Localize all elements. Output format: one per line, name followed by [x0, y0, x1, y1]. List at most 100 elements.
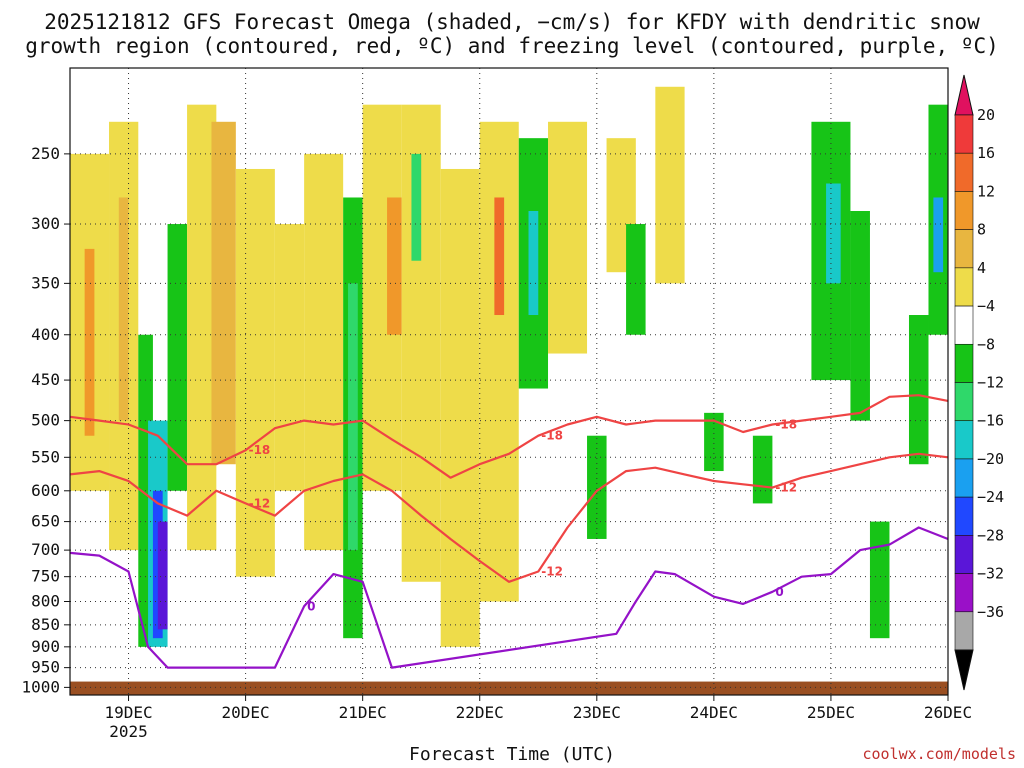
- x-tick-label-19DEC: 19DEC: [104, 703, 152, 722]
- contour-label-0-1: -18: [541, 429, 563, 443]
- colorbar-swatch-6: [954, 343, 974, 383]
- omega-cell-7: [157, 521, 168, 630]
- omega-cell-38: [933, 197, 944, 273]
- colorbar-top-triangle: [954, 74, 974, 116]
- colorbar-swatch-13: [954, 611, 974, 651]
- colorbar-label-5: −4: [977, 297, 995, 315]
- colorbar-swatch-9: [954, 458, 974, 498]
- contour-layer: -18 -18 -18 -12 -12 -12 0 0: [69, 394, 949, 669]
- omega-cell-19: [411, 153, 422, 261]
- omega-cell-33: [826, 183, 841, 284]
- colorbar: 20 16 12 8 4 −4 −8 −12 −16 −20 −24 −28 −32 −36: [954, 74, 1004, 691]
- x-tick-label-20DEC: 20DEC: [222, 703, 270, 722]
- y-tick-label-300: 300: [31, 214, 60, 233]
- x-tick-label-25DEC: 25DEC: [807, 703, 855, 722]
- y-tick-label-450: 450: [31, 370, 60, 389]
- omega-cell-31: [752, 435, 773, 504]
- omega-cell-13: [304, 153, 344, 551]
- omega-cell-17: [387, 197, 402, 335]
- contour-line-0: [69, 394, 949, 479]
- y-tick-label-550: 550: [31, 447, 60, 466]
- colorbar-label-0: 20: [977, 106, 995, 124]
- x-axis-label: Forecast Time (UTC): [409, 744, 615, 765]
- omega-cell-20: [440, 168, 480, 647]
- colorbar-label-8: −16: [977, 412, 1004, 430]
- axes-layer: 250 300 350 400 450 500 550 600 650 700 750 800 850 9…: [21, 67, 972, 741]
- terrain-fill: [70, 681, 948, 695]
- omega-cell-8: [167, 224, 188, 491]
- omega-cell-28: [626, 224, 646, 335]
- contour-label-0-0: -18: [249, 443, 271, 457]
- y-tick-label-1000: 1000: [21, 677, 60, 696]
- colorbar-swatch-7: [954, 382, 974, 422]
- y-tick-label-350: 350: [31, 273, 60, 292]
- contour-label-2-0: 0: [307, 599, 315, 613]
- colorbar-swatch-1: [954, 152, 974, 192]
- omega-cell-29: [655, 86, 685, 284]
- colorbar-swatch-8: [954, 420, 974, 460]
- colorbar-swatch-2: [954, 191, 974, 230]
- y-tick-label-750: 750: [31, 567, 60, 586]
- x-tick-label-24DEC: 24DEC: [690, 703, 738, 722]
- x-tick-label-21DEC: 21DEC: [339, 703, 387, 722]
- x-tick-label-22DEC: 22DEC: [456, 703, 504, 722]
- y-tick-label-600: 600: [31, 481, 60, 500]
- colorbar-swatch-5: [954, 305, 974, 345]
- plot-frame: [69, 67, 949, 696]
- omega-cell-3: [118, 197, 129, 421]
- chart-title-line-1: 2025121812 GFS Forecast Omega (shaded, −…: [44, 10, 980, 34]
- colorbar-swatch-12: [954, 573, 974, 613]
- colorbar-swatch-11: [954, 535, 974, 574]
- omega-cell-35: [869, 521, 890, 639]
- colorbar-label-9: −20: [977, 450, 1004, 468]
- x-tick-label-23DEC: 23DEC: [573, 703, 621, 722]
- y-tick-label-950: 950: [31, 658, 60, 677]
- x-tick-year-label: 2025: [109, 722, 148, 741]
- contour-label-1-2: -12: [775, 481, 797, 495]
- omega-cell-22: [494, 197, 505, 316]
- chart-title-line-2: growth region (contoured, red, ºC) and f…: [25, 34, 999, 58]
- contour-label-1-1: -12: [541, 565, 563, 579]
- omega-cell-34: [850, 210, 870, 421]
- omega-cell-25: [548, 121, 588, 354]
- colorbar-label-7: −12: [977, 374, 1004, 392]
- colorbar-label-10: −24: [977, 488, 1004, 506]
- omega-cell-11: [235, 168, 275, 577]
- y-tick-label-850: 850: [31, 615, 60, 634]
- colorbar-label-4: 4: [977, 259, 986, 277]
- y-tick-label-800: 800: [31, 592, 60, 611]
- colorbar-label-6: −8: [977, 335, 995, 353]
- y-tick-label-250: 250: [31, 144, 60, 163]
- omega-cell-26: [587, 435, 607, 539]
- source-credit: coolwx.com/models: [862, 745, 1016, 763]
- omega-cell-30: [704, 412, 724, 472]
- omega-cell-12: [274, 224, 305, 491]
- colorbar-label-11: −28: [977, 526, 1004, 544]
- y-tick-label-700: 700: [31, 540, 60, 559]
- omega-cell-36: [908, 315, 929, 465]
- colorbar-swatch-10: [954, 496, 974, 536]
- colorbar-label-12: −32: [977, 565, 1004, 583]
- contour-label-2-1: 0: [775, 585, 783, 599]
- colorbar-label-1: 16: [977, 144, 995, 162]
- contour-label-1-0: -12: [249, 496, 271, 510]
- terrain-layer: [70, 681, 948, 695]
- colorbar-bottom-triangle: [954, 649, 974, 691]
- colorbar-swatch-3: [954, 229, 974, 269]
- omega-cell-21: [479, 121, 519, 602]
- y-tick-label-900: 900: [31, 637, 60, 656]
- omega-cell-24: [528, 210, 539, 316]
- omega-shading-layer: [70, 86, 948, 647]
- y-tick-label-400: 400: [31, 325, 60, 344]
- colorbar-label-13: −36: [977, 603, 1004, 621]
- omega-cell-10: [211, 121, 236, 465]
- colorbar-label-2: 12: [977, 182, 995, 200]
- x-tick-label-26DEC: 26DEC: [924, 703, 972, 722]
- contour-line-2: [69, 526, 949, 669]
- colorbar-swatch-0: [954, 114, 974, 154]
- y-tick-label-500: 500: [31, 411, 60, 430]
- omega-cell-15: [348, 283, 358, 551]
- colorbar-label-3: 8: [977, 221, 986, 239]
- y-tick-label-650: 650: [31, 512, 60, 531]
